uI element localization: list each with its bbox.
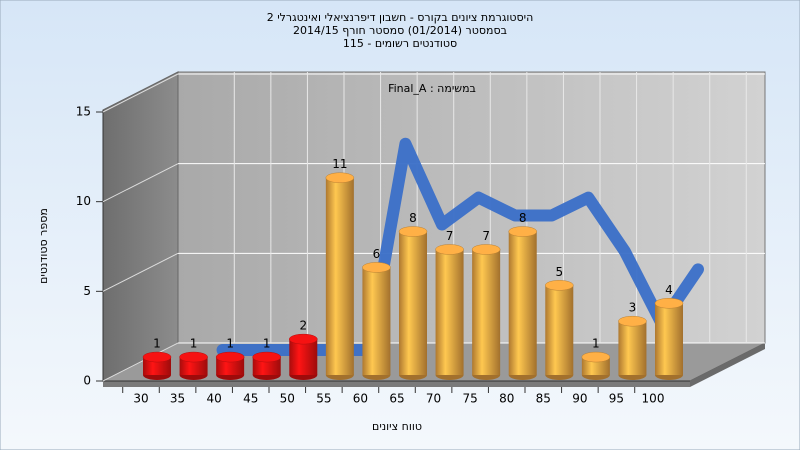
bar [325,177,354,375]
bar-top [398,226,428,237]
bar-top [654,298,684,309]
bar-top [618,315,647,327]
value-label: 1 [226,337,234,351]
title-line: בסמסטר (01/2014) סמסטר חורף 2014/15 [293,24,507,37]
bar [472,249,501,375]
value-label: 1 [592,337,600,351]
y-tick-label: 5 [83,284,91,298]
bar [545,285,574,375]
value-label: 1 [153,337,161,351]
bar-top [142,351,172,363]
y-tick-label: 15 [76,105,91,119]
bar [435,249,464,375]
y-axis-title: מספר סטודנטים [37,208,50,284]
value-label: 8 [519,211,527,225]
title-line: סטודנטים רשומים - 115 [343,37,457,50]
value-label: 2 [299,319,307,333]
x-tick-label: 100 [642,392,665,406]
bar-top [508,226,537,237]
bar [289,339,318,375]
x-tick-label: 35 [170,392,185,406]
x-tick-label: 90 [572,392,587,406]
x-tick-label: 45 [243,392,258,406]
grid-line [102,252,179,292]
bar-top [435,244,464,255]
bar [655,303,683,375]
value-label: 4 [665,283,673,297]
x-tick-label: 60 [353,392,368,406]
value-label: 1 [263,337,271,351]
value-label: 7 [482,229,490,243]
grid-line [102,342,179,382]
bar-top [362,262,391,273]
bar-top [581,351,611,363]
grid-line [102,163,179,203]
x-tick-label: 55 [316,392,331,406]
x-tick-label: 95 [609,392,624,406]
bar-top [289,333,318,345]
bar [399,231,427,375]
title-line: היסטוגרמת ציונים בקורס - חשבון דיפרנציאל… [267,11,534,24]
annotation: במשימה : Final_A [388,82,476,95]
y-tick-label: 0 [83,374,91,388]
value-label: 11 [332,157,347,171]
bar-top [325,172,355,183]
x-tick-label: 75 [463,392,478,406]
value-label: 6 [373,247,381,261]
value-label: 8 [409,211,417,225]
x-tick-label: 70 [426,392,441,406]
x-tick-label: 50 [280,392,295,406]
grid-line [102,73,179,113]
value-label: 3 [629,301,637,315]
value-label: 5 [555,265,563,279]
floor-edge-side [690,343,765,387]
value-label: 1 [190,337,198,351]
y-tick-label: 10 [76,194,91,208]
x-tick-label: 80 [499,392,514,406]
value-label: 7 [446,229,454,243]
bar [508,231,537,375]
x-tick-label: 40 [207,392,222,406]
floor-edge [103,381,690,387]
bar-top [215,351,245,363]
bar-top [179,351,208,363]
x-tick-label: 65 [389,392,404,406]
x-tick-label: 30 [133,392,148,406]
bar [618,321,647,375]
bar-top [471,244,501,255]
bar-top [545,280,574,291]
side-wall [102,71,179,382]
bar-top [252,351,281,363]
x-tick-label: 85 [536,392,551,406]
bars: 1 30 1 35 1 40 1 45 2 50 11 55 6 60 8 65 7 70 7 75 8 80 5 85 1 90… [122,157,684,406]
bar [362,267,391,375]
x-axis-title: טווח ציונים [372,420,422,433]
